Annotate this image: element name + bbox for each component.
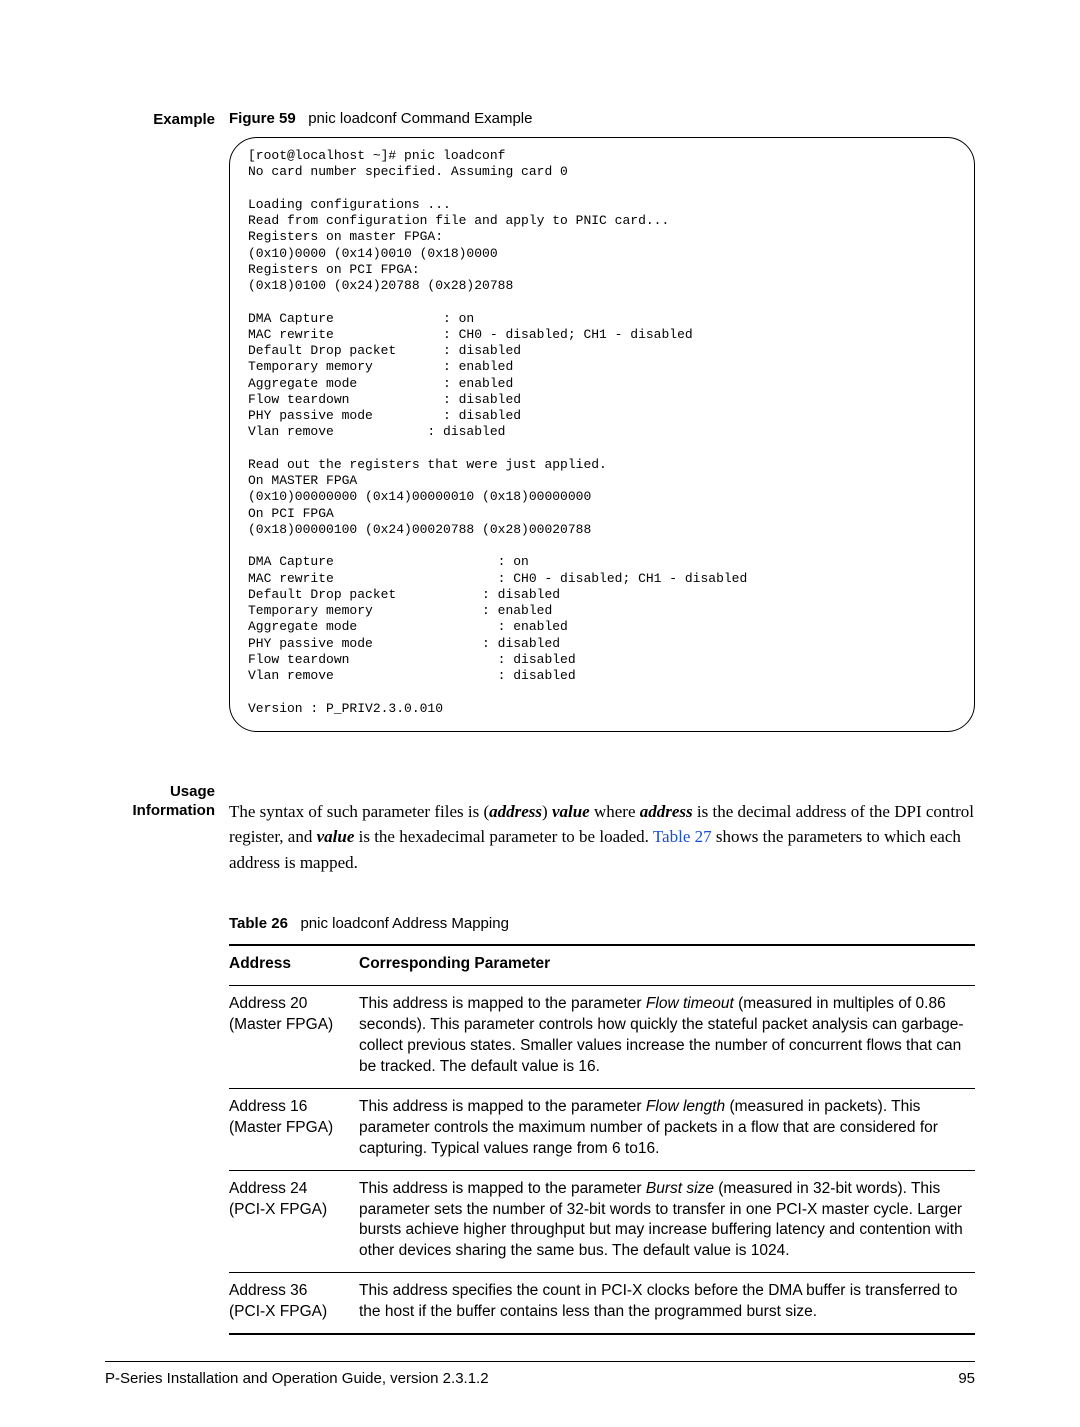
addr-line2: (PCI-X FPGA) [229, 1201, 327, 1218]
desc-pre: This address is mapped to the parameter [359, 1180, 646, 1197]
table-row: Address 20 (Master FPGA) This address is… [229, 986, 975, 1089]
addr-line1: Address 20 [229, 995, 307, 1012]
table-cell-desc: This address is mapped to the parameter … [359, 986, 975, 1089]
table-row: Address 36 (PCI-X FPGA) This address spe… [229, 1273, 975, 1334]
desc-pre: This address is mapped to the parameter [359, 1098, 646, 1115]
desc-ital: Burst size [646, 1180, 714, 1197]
footer-left: P-Series Installation and Operation Guid… [105, 1370, 489, 1387]
table-cell-address: Address 16 (Master FPGA) [229, 1088, 359, 1170]
table-caption: Table 26 pnic loadconf Address Mapping [229, 915, 975, 932]
code-block: [root@localhost ~]# pnic loadconf No car… [229, 137, 975, 732]
footer-page-number: 95 [958, 1370, 975, 1387]
usage-text-pre: The syntax of such parameter files is ( [229, 802, 489, 821]
figure-caption: Figure 59 pnic loadconf Command Example [229, 110, 975, 127]
desc-ital: Flow length [646, 1098, 725, 1115]
usage-label: Usage Information [105, 782, 229, 821]
example-label: Example [105, 110, 229, 130]
usage-text-mid4: is the hexadecimal parameter to be loade… [354, 827, 652, 846]
addr-line2: (Master FPGA) [229, 1016, 333, 1033]
table-header-address: Address [229, 945, 359, 985]
addr-line2: (Master FPGA) [229, 1119, 333, 1136]
addr-line1: Address 36 [229, 1282, 307, 1299]
desc-ital: Flow timeout [646, 995, 734, 1012]
usage-body: The syntax of such parameter files is (a… [229, 782, 975, 1335]
footer: P-Series Installation and Operation Guid… [105, 1361, 975, 1387]
table-header-param: Corresponding Parameter [359, 945, 975, 985]
usage-text-addr: address [489, 802, 542, 821]
usage-row: Usage Information The syntax of such par… [105, 782, 975, 1335]
addr-line2: (PCI-X FPGA) [229, 1303, 327, 1320]
usage-text-val: value [552, 802, 590, 821]
table-cell-desc: This address specifies the count in PCI-… [359, 1273, 975, 1334]
usage-text-mid2: where [590, 802, 640, 821]
table-row: Address 24 (PCI-X FPGA) This address is … [229, 1170, 975, 1273]
example-row: Example Figure 59 pnic loadconf Command … [105, 110, 975, 732]
table-header-row: Address Corresponding Parameter [229, 945, 975, 985]
figure-title: pnic loadconf Command Example [308, 110, 532, 127]
page: Example Figure 59 pnic loadconf Command … [0, 0, 1080, 1427]
table-number: Table 26 [229, 915, 288, 932]
table-cell-address: Address 24 (PCI-X FPGA) [229, 1170, 359, 1273]
figure-number: Figure 59 [229, 110, 296, 127]
addr-line1: Address 16 [229, 1098, 307, 1115]
table-cell-desc: This address is mapped to the parameter … [359, 1170, 975, 1273]
table-cell-address: Address 20 (Master FPGA) [229, 986, 359, 1089]
usage-link[interactable]: Table 27 [653, 827, 712, 846]
usage-text-addr2: address [640, 802, 693, 821]
address-table: Address Corresponding Parameter Address … [229, 944, 975, 1335]
desc-pre: This address specifies the count in PCI-… [359, 1282, 957, 1320]
usage-text-val2: value [317, 827, 355, 846]
example-body: Figure 59 pnic loadconf Command Example … [229, 110, 975, 732]
table-title: pnic loadconf Address Mapping [300, 915, 508, 932]
table-cell-address: Address 36 (PCI-X FPGA) [229, 1273, 359, 1334]
desc-pre: This address is mapped to the parameter [359, 995, 646, 1012]
usage-text-mid1: ) [542, 802, 552, 821]
usage-paragraph: The syntax of such parameter files is (a… [229, 799, 975, 876]
addr-line1: Address 24 [229, 1180, 307, 1197]
table-cell-desc: This address is mapped to the parameter … [359, 1088, 975, 1170]
table-row: Address 16 (Master FPGA) This address is… [229, 1088, 975, 1170]
